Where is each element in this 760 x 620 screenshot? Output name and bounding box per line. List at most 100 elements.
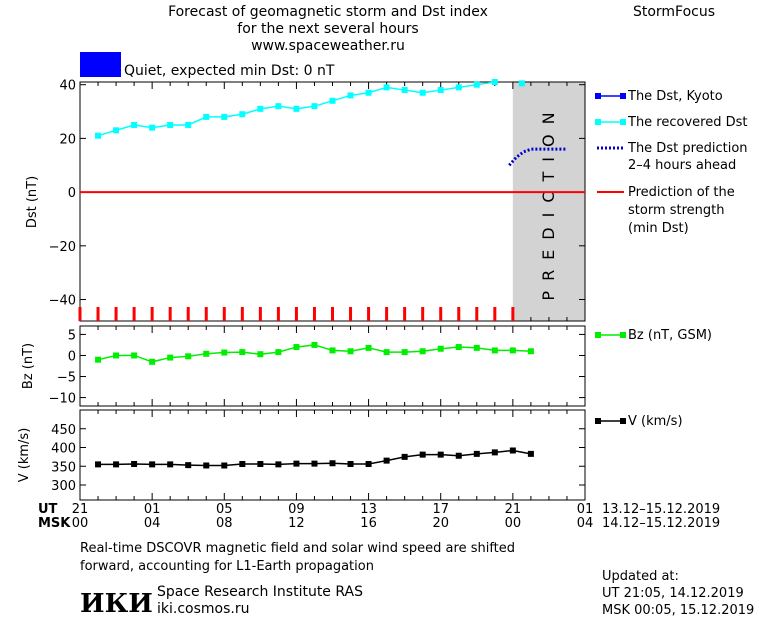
- data-point: [293, 105, 300, 112]
- ut-tick-label: 21: [505, 502, 522, 517]
- data-point: [347, 348, 354, 355]
- msk-tick-label: 20: [432, 516, 449, 531]
- ut-tick-label: 05: [216, 502, 233, 517]
- data-point: [149, 358, 156, 365]
- dst-marks: [78, 79, 585, 321]
- data-point: [113, 461, 120, 468]
- ut-date-range: 13.12–15.12.2019: [602, 502, 720, 517]
- data-point: [203, 350, 210, 357]
- ut-tick-label: 21: [72, 502, 89, 517]
- data-point: [311, 460, 318, 467]
- data-point: [149, 124, 156, 131]
- dst-y-axis: 40 20 0 −20 −40: [49, 79, 586, 321]
- ut-tick-label: 09: [288, 502, 305, 517]
- data-point: [293, 460, 300, 467]
- msk-tick-label: 00: [505, 516, 522, 531]
- data-point: [401, 453, 408, 460]
- data-point: [167, 121, 174, 128]
- data-point: [221, 349, 228, 356]
- data-point: [491, 449, 498, 456]
- y-tick-label: −5: [57, 371, 76, 386]
- data-point: [473, 450, 480, 457]
- ut-tick-label: 13: [360, 502, 377, 517]
- data-point: [239, 349, 246, 356]
- data-point: [527, 348, 534, 355]
- data-point: [437, 87, 444, 94]
- data-point: [311, 103, 318, 110]
- data-point: [329, 347, 336, 354]
- data-point: [221, 462, 228, 469]
- data-point: [527, 450, 534, 457]
- updated-ut: UT 21:05, 14.12.2019: [602, 586, 744, 601]
- bz-panel: 5 0 −5 −10 Bz (nT): [21, 325, 586, 407]
- data-point: [275, 349, 282, 356]
- y-tick-label: 40: [59, 79, 76, 94]
- data-point: [491, 347, 498, 354]
- data-point: [185, 353, 192, 360]
- data-point: [257, 461, 264, 467]
- legend-dst-recovered: The recovered Dst: [595, 115, 747, 130]
- data-point: [95, 132, 102, 139]
- y-tick-label: 0: [68, 186, 76, 201]
- y-tick-label: 20: [59, 132, 76, 147]
- legend-dst-prediction: The Dst prediction 2–4 hours ahead: [597, 141, 748, 173]
- msk-tick-label: 16: [360, 516, 377, 531]
- y-tick-label: −10: [49, 392, 76, 407]
- institute-name: Space Research Institute RAS: [157, 584, 363, 600]
- footer-note-line-1: Real-time DSCOVR magnetic field and sola…: [80, 541, 515, 556]
- ut-axis-label: UT: [38, 502, 58, 517]
- legend-v-label: V (km/s): [628, 414, 683, 429]
- data-point: [257, 351, 264, 358]
- data-point: [131, 461, 138, 467]
- data-point: [239, 111, 246, 118]
- footer-note-line-2: forward, accounting for L1-Earth propaga…: [80, 559, 374, 574]
- v-plot-frame: [79, 409, 586, 501]
- data-point: [383, 349, 390, 356]
- data-point: [401, 87, 408, 94]
- bz-plot-frame: [79, 325, 586, 407]
- y-tick-label: −20: [49, 240, 76, 255]
- data-point: [185, 121, 192, 128]
- data-point: [347, 92, 354, 99]
- data-point: [473, 81, 480, 88]
- legend-dst-prediction-line-1: The Dst prediction: [627, 141, 748, 156]
- data-point: [383, 84, 390, 91]
- y-tick-label: 350: [51, 460, 76, 475]
- bz-y-label: Bz (nT): [21, 343, 36, 389]
- dst-panel: PREDICTION 40 20 0 −20 −40 Dst (nT): [25, 79, 586, 322]
- data-point: [365, 461, 372, 467]
- series-line: [508, 147, 567, 167]
- data-point: [131, 121, 138, 128]
- data-point: [167, 461, 174, 468]
- status-color-swatch: [80, 52, 121, 77]
- data-point: [419, 451, 426, 458]
- legend-storm-strength-line-2: storm strength: [628, 203, 725, 218]
- data-point: [455, 344, 462, 351]
- y-tick-label: 400: [51, 442, 76, 457]
- ut-tick-label: 17: [432, 502, 449, 517]
- v-marks: [95, 447, 534, 469]
- msk-tick-label: 04: [577, 516, 594, 531]
- title-line-1: Forecast of geomagnetic storm and Dst in…: [168, 4, 488, 20]
- data-point: [149, 461, 156, 468]
- y-tick-label: 0: [68, 349, 76, 364]
- bz-marks: [95, 341, 534, 365]
- dst-y-label: Dst (nT): [25, 176, 40, 228]
- y-tick-label: −40: [49, 294, 76, 309]
- data-point: [437, 345, 444, 352]
- y-tick-label: 5: [68, 328, 76, 343]
- data-point: [113, 127, 120, 134]
- msk-axis-label: MSK: [38, 516, 71, 531]
- legend-storm-strength-line-1: Prediction of the: [628, 185, 735, 200]
- data-point: [455, 452, 462, 459]
- legend-v: V (km/s): [595, 414, 683, 429]
- data-point: [401, 349, 408, 356]
- data-point: [221, 113, 228, 120]
- msk-tick-label: 00: [72, 516, 89, 531]
- dst-plot-frame: [79, 81, 586, 322]
- data-point: [455, 84, 462, 91]
- data-point: [509, 347, 516, 354]
- data-point: [518, 80, 525, 87]
- status-text: Quiet, expected min Dst: 0 nT: [124, 63, 335, 79]
